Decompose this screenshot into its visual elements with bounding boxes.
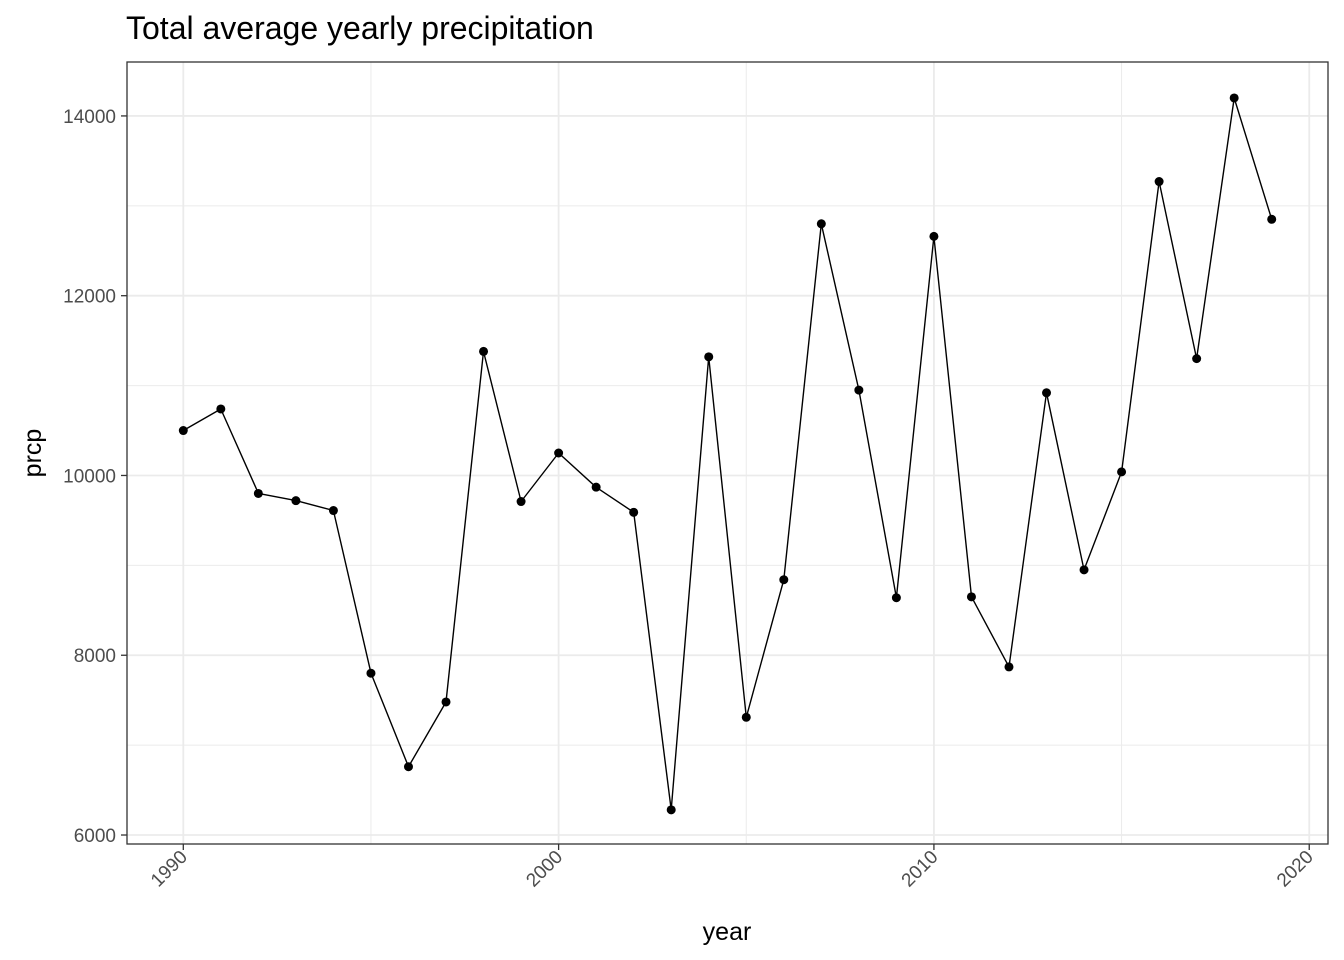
data-point (1117, 467, 1127, 477)
data-point (216, 404, 226, 414)
x-axis: 1990 2000 2010 2020 (147, 844, 1318, 891)
x-axis-title: year (703, 918, 752, 946)
y-axis-title: prcp (19, 429, 47, 478)
data-point (1079, 565, 1089, 575)
data-point (291, 496, 301, 506)
y-axis: 6000 8000 10000 12000 14000 (63, 107, 127, 847)
data-point (591, 482, 601, 492)
data-point (1192, 354, 1202, 364)
data-point (253, 488, 263, 498)
y-tick-label: 12000 (63, 287, 116, 308)
y-tick-label: 14000 (63, 107, 116, 128)
data-point (328, 506, 338, 516)
data-point (1004, 662, 1014, 672)
y-tick-label: 10000 (63, 466, 116, 487)
data-point (1267, 214, 1277, 224)
data-point (779, 575, 789, 585)
series-line (182, 97, 1273, 811)
data-point (554, 448, 564, 458)
data-point (366, 668, 376, 678)
data-point (629, 507, 639, 517)
data-point (929, 231, 939, 241)
plot-background (127, 62, 1328, 844)
data-point (966, 592, 976, 602)
data-point (441, 697, 451, 707)
plot-border (126, 61, 1329, 845)
data-point (479, 346, 489, 356)
series-line-group (182, 97, 1273, 811)
data-point (816, 219, 826, 229)
y-tick-label: 6000 (74, 826, 116, 847)
data-point (178, 426, 188, 436)
x-tick-label: 2000 (522, 847, 567, 892)
data-point (891, 593, 901, 603)
y-tick-label: 8000 (74, 646, 116, 667)
data-point (516, 497, 526, 507)
data-point (1042, 388, 1052, 398)
data-point (704, 352, 714, 362)
data-point (854, 385, 864, 395)
x-tick-label: 2020 (1273, 847, 1318, 892)
chart-title: Total average yearly precipitation (126, 10, 594, 46)
minor-gridlines (127, 62, 1328, 844)
data-point (1154, 177, 1164, 187)
data-point (741, 712, 751, 722)
data-point (1229, 93, 1239, 103)
x-tick-label: 2010 (898, 847, 943, 892)
data-point (403, 762, 413, 772)
x-tick-label: 1990 (147, 847, 192, 892)
data-point (666, 805, 676, 815)
data-points (178, 93, 1277, 815)
